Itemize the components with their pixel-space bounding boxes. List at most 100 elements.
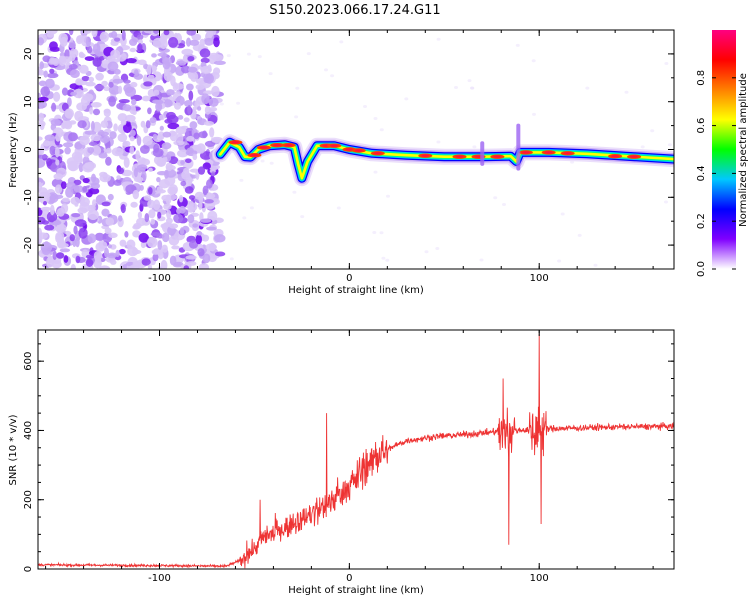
noise-speckle [177, 149, 189, 158]
noise-speckle [137, 43, 143, 52]
noise-speckle [185, 158, 192, 164]
noise-speckle [163, 203, 172, 210]
noise-speckle [109, 131, 117, 140]
noise-speckle [179, 227, 185, 236]
noise-speckle [38, 92, 41, 99]
noise-speckle [89, 107, 94, 115]
noise-speckle [435, 247, 440, 250]
noise-speckle [99, 265, 110, 269]
noise-speckle [213, 37, 220, 48]
noise-speckle [105, 156, 112, 166]
noise-speckle [143, 81, 153, 87]
ridge-peak [611, 155, 620, 158]
ridge-peak [630, 155, 639, 158]
noise-speckle [164, 118, 173, 124]
noise-speckle [56, 167, 67, 178]
noise-speckle [115, 249, 120, 258]
noise-speckle [118, 99, 130, 104]
noise-speckle [148, 187, 153, 195]
noise-speckle [183, 265, 190, 269]
noise-speckle [52, 250, 57, 260]
noise-speckle [38, 233, 42, 238]
noise-speckle [479, 258, 484, 262]
noise-speckle [83, 30, 92, 34]
noise-speckle [137, 59, 147, 66]
noise-speckle [187, 176, 193, 187]
noise-speckle [187, 66, 198, 73]
noise-speckle [229, 257, 234, 261]
noise-speckle [38, 154, 49, 159]
noise-speckle [70, 264, 76, 269]
noise-speckle [208, 164, 221, 170]
noise-speckle [153, 199, 161, 211]
noise-speckle [166, 89, 175, 96]
noise-speckle [161, 244, 168, 253]
snr-plot-area [38, 330, 674, 569]
noise-speckle [110, 31, 118, 39]
noise-speckle [148, 167, 153, 172]
noise-speckle [84, 56, 95, 61]
noise-speckle [140, 120, 146, 128]
noise-speckle [300, 215, 305, 219]
noise-speckle [133, 167, 138, 178]
noise-speckle [260, 159, 265, 163]
noise-speckle [152, 133, 158, 140]
noise-speckle [90, 134, 103, 142]
noise-speckle [196, 231, 202, 236]
noise-speckle [69, 30, 74, 36]
noise-speckle [257, 55, 262, 59]
noise-speckle [664, 200, 668, 204]
noise-speckle [104, 247, 109, 258]
snr-panel: -100 0 100 0 200 400 600 Height of straight li… [8, 329, 675, 596]
noise-speckle [46, 256, 54, 268]
noise-speckle [117, 167, 125, 175]
noise-speckle [43, 140, 51, 147]
noise-speckle [190, 71, 199, 83]
noise-speckle [55, 184, 63, 194]
noise-speckle [203, 121, 215, 126]
noise-speckle [49, 145, 56, 156]
noise-speckle [64, 108, 74, 119]
noise-speckle [184, 100, 193, 107]
noise-speckle [50, 118, 61, 126]
noise-speckle [74, 142, 83, 150]
noise-speckle [68, 132, 78, 142]
noise-speckle [138, 232, 149, 243]
spectrogram-noise [38, 30, 672, 269]
noise-speckle [79, 195, 85, 206]
noise-speckle [188, 240, 199, 249]
colorbar-tick-label: 0.0 [696, 261, 707, 277]
noise-speckle [330, 74, 335, 78]
noise-speckle [107, 244, 113, 249]
noise-speckle [161, 142, 172, 150]
noise-speckle [84, 130, 97, 135]
x-tick-label: 100 [530, 573, 549, 584]
ridge-peak [421, 154, 430, 157]
noise-speckle [197, 166, 206, 175]
noise-speckle [151, 53, 157, 58]
ridge-peak [273, 144, 282, 147]
noise-speckle [436, 140, 441, 144]
y-tick-label: 20 [23, 48, 34, 61]
noise-speckle [50, 204, 55, 216]
noise-speckle [69, 48, 79, 58]
y-tick-label: -20 [23, 237, 34, 253]
noise-speckle [152, 148, 164, 158]
noise-speckle [192, 223, 199, 228]
noise-speckle [187, 105, 192, 115]
noise-speckle [184, 186, 194, 194]
noise-speckle [75, 255, 81, 264]
noise-speckle [118, 248, 126, 255]
noise-speckle [191, 34, 200, 41]
noise-speckle [148, 209, 156, 219]
noise-speckle [97, 131, 110, 136]
noise-speckle [186, 261, 197, 266]
noise-speckle [118, 215, 123, 222]
noise-speckle [306, 52, 311, 56]
noise-speckle [211, 171, 216, 177]
noise-speckle [108, 96, 116, 107]
noise-speckle [174, 83, 184, 90]
noise-speckle [199, 38, 205, 48]
noise-speckle [557, 259, 562, 263]
noise-speckle [183, 117, 190, 123]
